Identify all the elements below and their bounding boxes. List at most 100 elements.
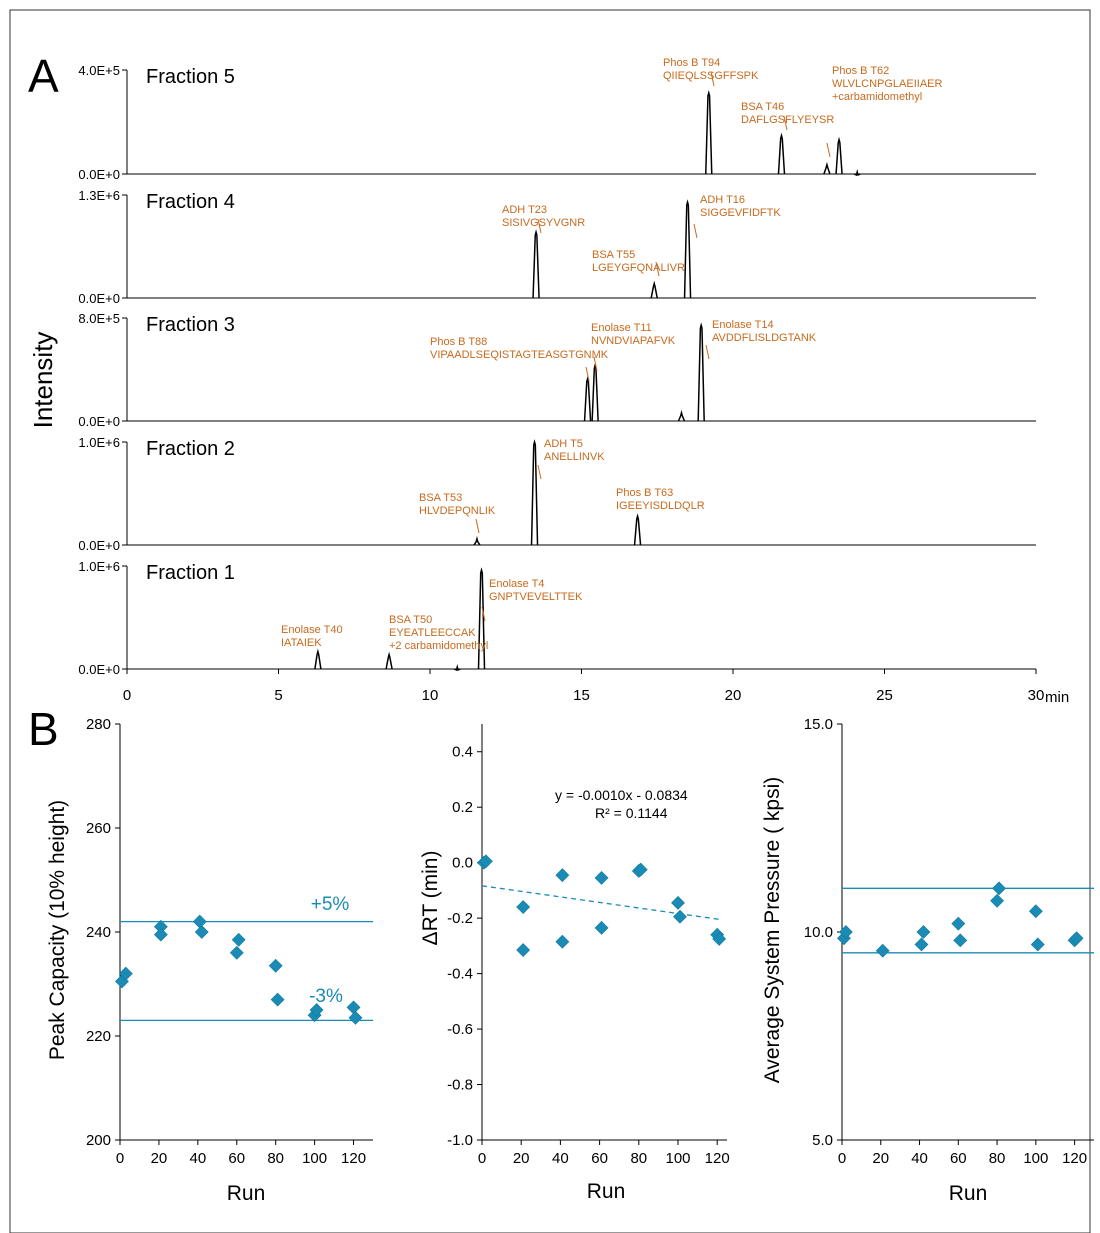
x-tick-label: 25: [876, 687, 893, 704]
panel-label-b: B: [28, 703, 59, 755]
y-tick-label: 8.0E+5: [78, 311, 120, 326]
data-point: [194, 925, 209, 939]
data-point: [478, 854, 493, 869]
annotation-leader: [475, 518, 480, 534]
data-point: [594, 870, 609, 885]
data-point: [914, 937, 929, 952]
annotation-line: Enolase T14: [712, 319, 774, 331]
annotation-line: Enolase T11: [591, 322, 652, 334]
peak: [385, 651, 393, 670]
annotation-leader: [585, 366, 590, 382]
annotation-line: +2 carbamidomethyl: [389, 640, 488, 652]
y-tick-label: -0.6: [447, 1021, 473, 1038]
peak-annotation: ADH T16 SIGGEVFIDFTK: [700, 194, 781, 219]
annotation-line: ADH T16: [700, 194, 745, 206]
peak: [650, 280, 658, 299]
x-tick-label: 5: [274, 687, 282, 704]
peak: [683, 199, 692, 299]
delta-rt-chart: 0 20 40 60 80 100 120 -1.0 -0.8 -0.6 -0.4 -0.2 0.0 0.…: [419, 724, 730, 1203]
y-tick-label: 220: [86, 1028, 111, 1045]
annotation-line: ANELLINVK: [544, 451, 605, 463]
annotation-line: VIPAADLSEQISTAGTEASGTGNMK: [430, 349, 609, 361]
annotation-line: BSA T53: [419, 492, 462, 504]
peak: [677, 409, 686, 422]
annotation-line: Phos B T62: [832, 65, 889, 77]
x-tick-label: 120: [1062, 1150, 1087, 1167]
peak: [853, 169, 861, 176]
fraction-label: Fraction 3: [146, 314, 235, 336]
peak: [314, 648, 322, 670]
peak: [705, 89, 713, 175]
x-tick-label: 60: [228, 1150, 245, 1167]
data-point: [671, 895, 685, 910]
y-tick-label: 0.0E+0: [78, 291, 120, 306]
x-tick-label: 0: [123, 687, 131, 704]
data-point: [1069, 931, 1084, 946]
data-point: [346, 1000, 361, 1015]
y-tick-label: 1.0E+6: [78, 435, 120, 450]
x-axis-title: Run: [227, 1182, 266, 1205]
data-point: [594, 920, 609, 935]
peak: [532, 229, 540, 299]
x-tick-label: 40: [552, 1150, 569, 1167]
fraction-trace: 4.0E+5 0.0E+0 Fraction 5 Phos B T94 QIIEQLSS…: [78, 57, 1036, 182]
annotation-line: Phos B T88: [430, 336, 487, 348]
peak: [633, 513, 642, 546]
data-point: [268, 958, 283, 973]
x-axis-title: Run: [949, 1182, 988, 1205]
fraction-label: Fraction 1: [146, 562, 235, 584]
peak-annotation: BSA T50 EYEATLEECCAK +2 carbamidomethyl: [389, 614, 488, 652]
x-tick-label: 100: [302, 1150, 327, 1167]
y-tick-label: -1.0: [447, 1132, 473, 1149]
pressure-chart: 0 20 40 60 80 100 120 5.0 10.0 15.0 Run Average Sys…: [761, 716, 1094, 1205]
peak-annotation: Enolase T40 IATAIEK: [281, 624, 343, 649]
y-tick-label: 200: [86, 1132, 111, 1149]
y-axis-title: Peak Capacity (10% height): [46, 800, 69, 1060]
data-point: [673, 909, 687, 924]
annotation-line: AVDDFLISLDGTANK: [712, 332, 817, 344]
x-tick-label: 60: [591, 1150, 608, 1167]
y-tick-label: 0.0E+0: [78, 414, 120, 429]
threshold-label: -3%: [309, 986, 343, 1007]
peak-annotation: Enolase T4 GNPTVEVELTTEK: [489, 578, 583, 603]
x-tick-label: 0: [838, 1150, 846, 1167]
annotation-line: BSA T46: [741, 101, 784, 113]
panel-label-a: A: [28, 50, 59, 102]
x-tick-label: 80: [630, 1150, 647, 1167]
peak: [697, 322, 705, 422]
peak: [453, 664, 461, 671]
data-point: [555, 934, 570, 949]
y-tick-label: 0.0: [452, 855, 473, 872]
annotation-line: ADH T23: [502, 204, 547, 216]
data-point: [1030, 937, 1045, 952]
x-axis-title: Run: [587, 1180, 626, 1203]
data-point: [231, 932, 246, 947]
y-tick-label: -0.8: [447, 1077, 473, 1094]
y-tick-label: 1.3E+6: [78, 188, 120, 203]
annotation-line: SISIVGSYVGNR: [502, 217, 585, 229]
annotation-line: GNPTVEVELTTEK: [489, 591, 583, 603]
data-point: [1028, 904, 1043, 919]
annotation-leader: [537, 218, 542, 234]
data-point: [118, 966, 133, 981]
peak: [823, 161, 831, 175]
trend-r-squared: R² = 0.1144: [595, 805, 668, 821]
peak-annotation: BSA T55 LGEYGFQNALIVR: [592, 249, 685, 274]
data-point: [192, 914, 207, 929]
data-point: [516, 943, 531, 957]
peak-annotation: ADH T5 ANELLINVK: [544, 438, 605, 463]
peak: [583, 375, 592, 422]
x-tick-label: 0: [478, 1150, 486, 1167]
annotation-leader: [655, 261, 660, 277]
data-point: [153, 927, 168, 942]
data-point: [712, 932, 727, 946]
peak-annotation: BSA T53 HLVDEPQNLIK: [419, 492, 496, 517]
data-point: [309, 1003, 324, 1017]
annotation-line: Phos B T63: [616, 487, 673, 499]
data-point: [990, 893, 1005, 908]
annotation-leader: [826, 142, 831, 158]
threshold-label: +5%: [311, 894, 350, 915]
annotation-line: Enolase T4: [489, 578, 544, 590]
peak: [473, 535, 481, 546]
